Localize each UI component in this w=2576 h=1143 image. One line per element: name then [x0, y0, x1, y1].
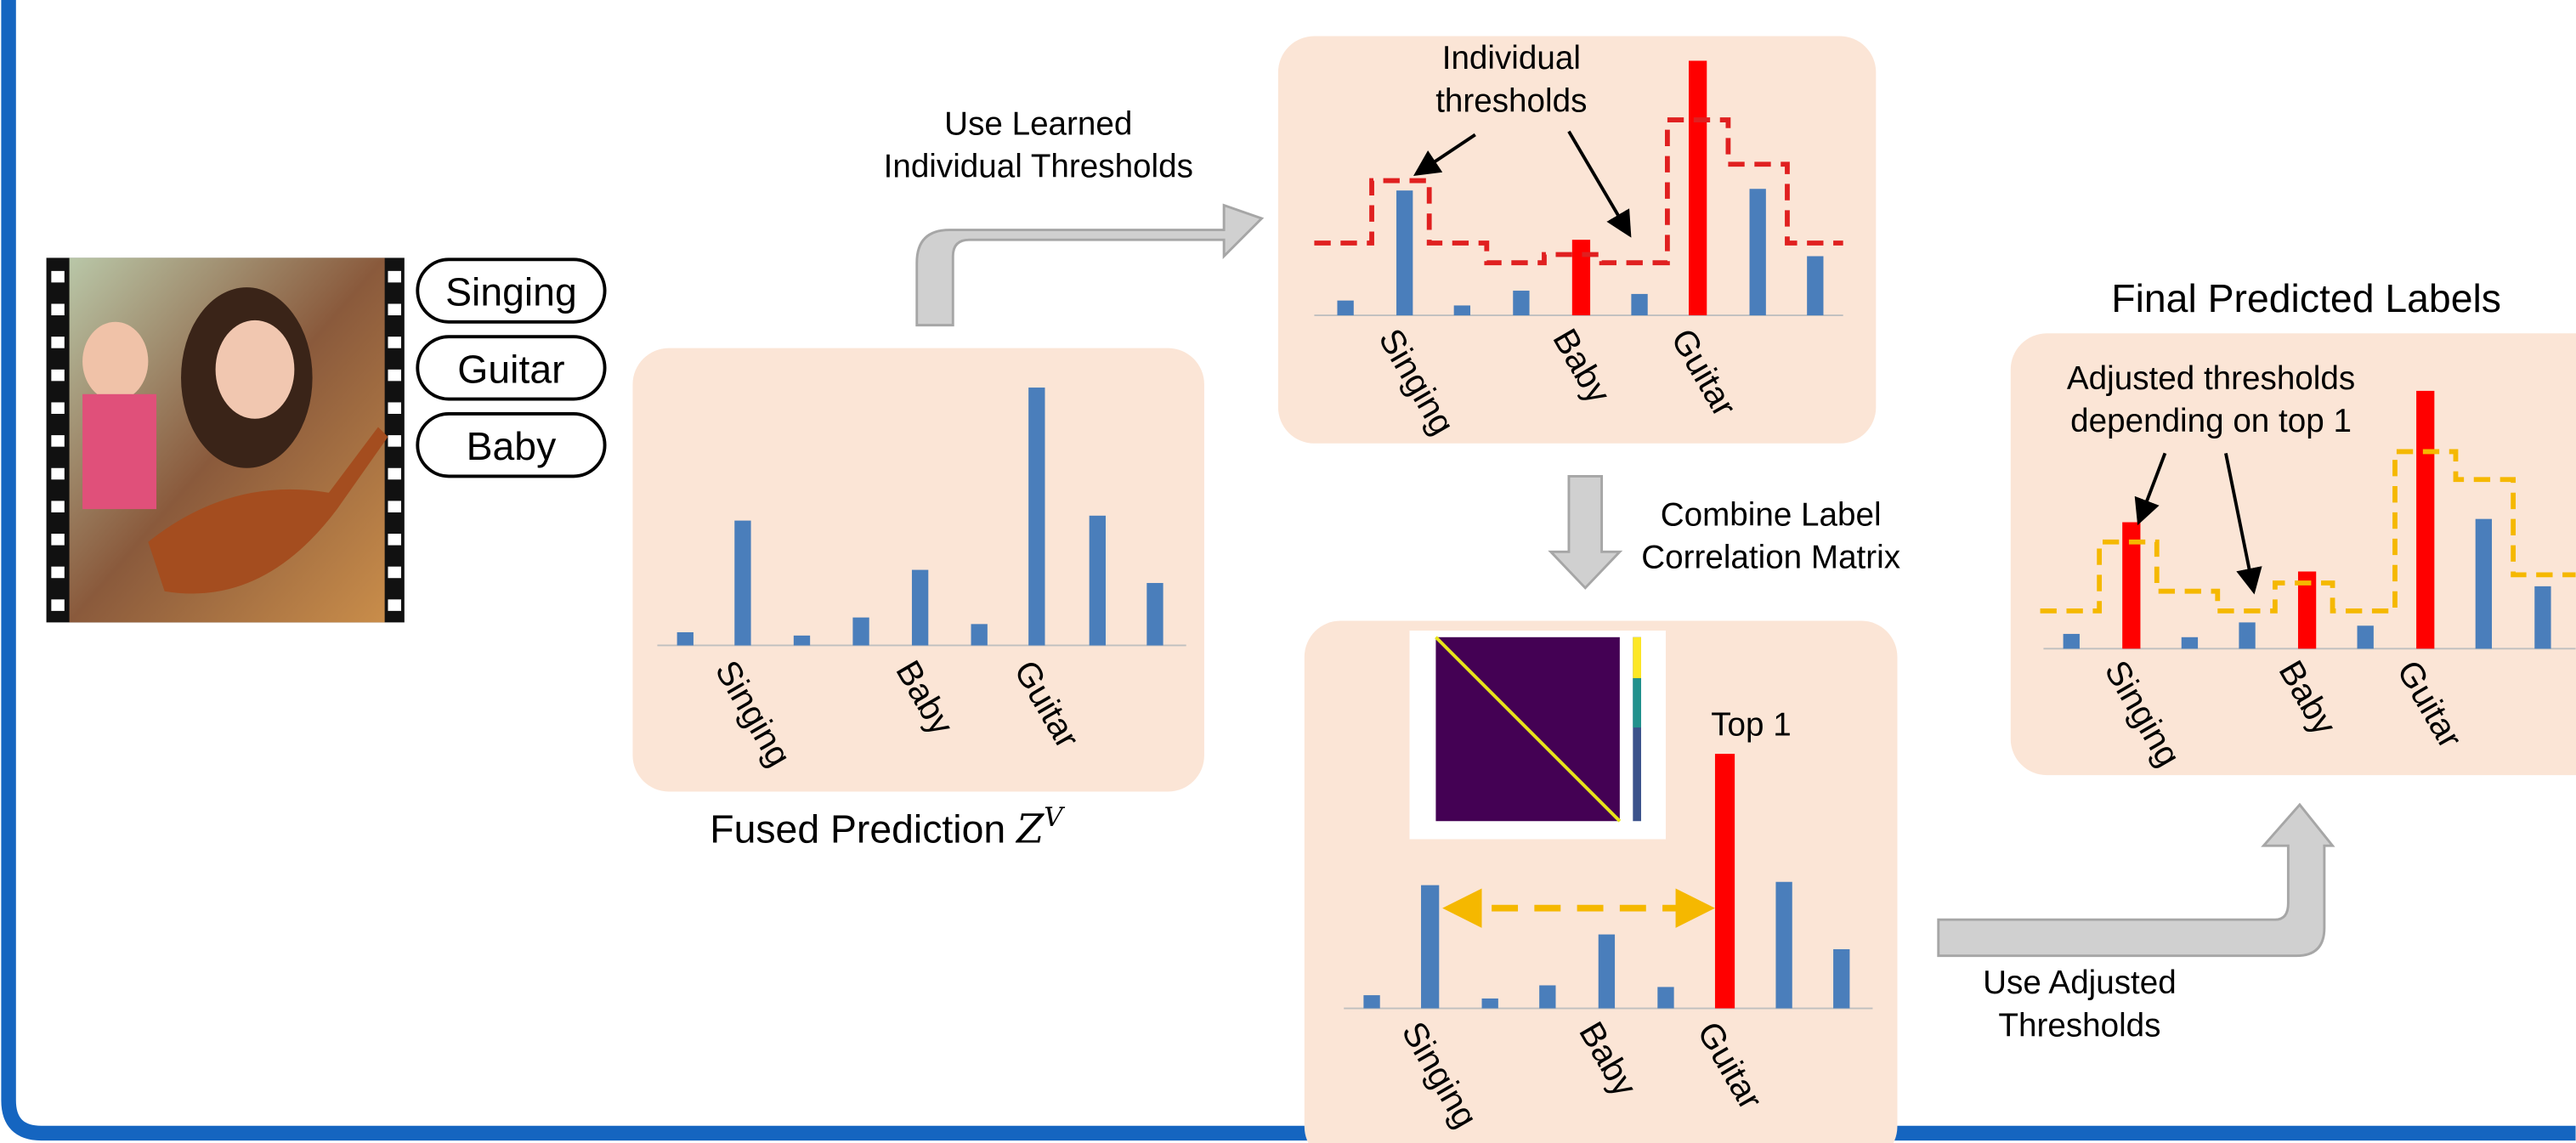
tag: Guitar [457, 347, 564, 391]
arrow-label: Correlation Matrix [1641, 540, 1900, 576]
tag: Singing [445, 269, 577, 314]
caption-text: Fused Prediction [710, 806, 1005, 851]
diagram: Singing Guitar Baby Singing Baby Guitar … [0, 0, 2576, 1143]
annotation: thresholds [1435, 82, 1587, 119]
video-frame [47, 257, 405, 622]
fused-panel: Singing Baby Guitar [632, 348, 1204, 792]
final-panel: Adjusted thresholds depending on top 1 S… [2011, 333, 2576, 775]
annotation: Individual [1442, 40, 1581, 76]
arrow-label: Individual Thresholds [884, 149, 1193, 185]
annotation: depending on top 1 [2070, 403, 2352, 439]
caption: Fused Prediction ZV [710, 802, 1065, 852]
caption-superscript: V [1044, 802, 1065, 833]
arrow-label: Use Adjusted [1983, 965, 2177, 1001]
arrow-label: Use Learned [944, 105, 1132, 142]
arrow [1939, 805, 2333, 956]
video-tags: Singing Guitar Baby [417, 259, 604, 476]
arrow-label: Combine Label [1661, 496, 1882, 533]
individual-panel: Individual thresholds Singing Baby Guita… [1278, 37, 1876, 444]
caption-symbol: Z [1015, 806, 1045, 852]
tag: Baby [467, 424, 557, 468]
annotation: Top 1 [1711, 707, 1791, 744]
arrow [917, 206, 1262, 325]
arrow [1551, 476, 1620, 587]
combined-panel: Top 1 Singing Baby Guitar [1305, 620, 1898, 1143]
panel-title: Final Predicted Labels [2111, 276, 2501, 320]
arrow-label: Thresholds [1998, 1007, 2160, 1044]
annotation: Adjusted thresholds [2067, 360, 2355, 397]
